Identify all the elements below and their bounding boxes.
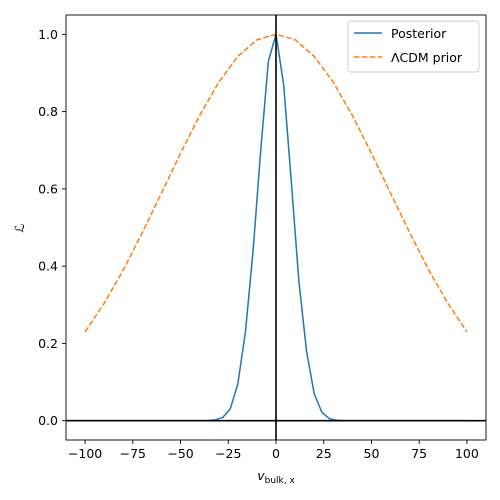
y-axis-ticks: 0.0 0.2 0.4 0.6 0.8 1.0 <box>38 27 66 428</box>
x-axis-label: vbulk, x <box>257 468 295 486</box>
x-tick-label: 75 <box>411 446 427 461</box>
x-tick-label: −25 <box>215 446 241 461</box>
x-tick-label: −75 <box>120 446 146 461</box>
legend-prior-label: ΛCDM prior <box>391 50 463 65</box>
y-tick-label: 0.4 <box>38 259 58 274</box>
x-tick-label: 50 <box>364 446 380 461</box>
x-tick-label: 0 <box>272 446 280 461</box>
y-tick-label: 0.2 <box>38 336 58 351</box>
x-tick-label: 100 <box>455 446 479 461</box>
x-tick-label: 25 <box>316 446 332 461</box>
x-tick-label: −100 <box>68 446 102 461</box>
x-axis-label-main: v <box>257 468 265 483</box>
y-tick-label: 0.6 <box>38 181 58 196</box>
y-tick-label: 0.0 <box>38 413 58 428</box>
y-tick-label: 1.0 <box>38 27 58 42</box>
series-layer <box>66 15 486 440</box>
y-tick-label: 0.8 <box>38 104 58 119</box>
x-axis-ticks: −100 −75 −50 −25 0 25 50 75 100 <box>68 440 479 461</box>
legend: Posterior ΛCDM prior <box>347 20 480 73</box>
x-tick-label: −50 <box>167 446 193 461</box>
legend-posterior-label: Posterior <box>391 26 447 41</box>
y-axis-label: ℒ <box>12 223 27 232</box>
x-axis-label-subscript: bulk, x <box>265 476 296 486</box>
